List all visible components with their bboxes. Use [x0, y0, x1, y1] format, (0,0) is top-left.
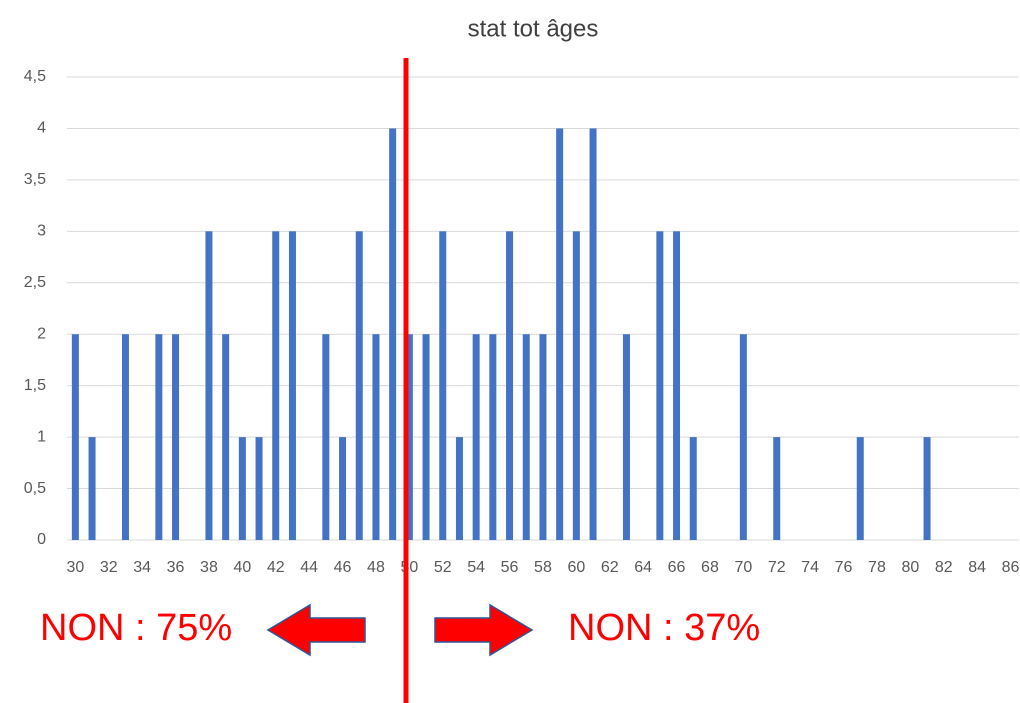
bar — [856, 437, 864, 540]
bar — [389, 128, 397, 540]
x-tick-label: 50 — [400, 559, 418, 576]
x-tick-label: 38 — [200, 559, 218, 576]
y-tick-label: 2 — [37, 325, 46, 342]
x-tick-label: 34 — [133, 559, 151, 576]
bar — [88, 437, 96, 540]
bar — [205, 231, 213, 541]
x-tick-label: 40 — [233, 559, 251, 576]
x-tick-label: 36 — [167, 559, 185, 576]
bar — [355, 231, 363, 541]
bar — [572, 231, 580, 541]
bar — [472, 334, 480, 540]
x-tick-label: 62 — [601, 559, 619, 576]
x-tick-label: 72 — [768, 559, 786, 576]
bar — [255, 437, 263, 540]
bar — [172, 334, 180, 540]
x-tick-label: 42 — [267, 559, 285, 576]
y-tick-label: 3,5 — [24, 171, 46, 188]
bar — [589, 128, 597, 540]
bar — [155, 334, 163, 540]
bar — [673, 231, 681, 541]
x-tick-label: 68 — [701, 559, 719, 576]
x-tick-label: 86 — [1002, 559, 1020, 576]
bar — [372, 334, 380, 540]
bar — [322, 334, 330, 540]
x-tick-label: 44 — [300, 559, 318, 576]
bar — [272, 231, 280, 541]
x-tick-label: 56 — [501, 559, 519, 576]
x-tick-label: 78 — [868, 559, 886, 576]
bar — [288, 231, 296, 541]
bar — [522, 334, 530, 540]
y-tick-label: 0,5 — [24, 480, 46, 497]
bar — [405, 334, 413, 540]
bar — [489, 334, 497, 540]
x-tick-label: 80 — [901, 559, 919, 576]
bar — [422, 334, 430, 540]
x-tick-label: 64 — [634, 559, 652, 576]
bar — [773, 437, 781, 540]
y-tick-label: 2,5 — [24, 274, 46, 291]
x-tick-label: 58 — [534, 559, 552, 576]
y-tick-label: 1,5 — [24, 377, 46, 394]
bar — [556, 128, 564, 540]
x-tick-label: 66 — [668, 559, 686, 576]
bar — [121, 334, 129, 540]
x-tick-label: 32 — [100, 559, 118, 576]
bar — [339, 437, 347, 540]
x-tick-label: 48 — [367, 559, 385, 576]
bar — [222, 334, 230, 540]
y-tick-label: 4 — [37, 120, 46, 137]
bar — [238, 437, 246, 540]
chart-title: stat tot âges — [468, 15, 599, 42]
right-arrow — [434, 603, 534, 657]
bar — [739, 334, 747, 540]
annotation: NON : 75% — [40, 607, 232, 649]
bar — [439, 231, 447, 541]
x-tick-label: 30 — [66, 559, 84, 576]
annotation: NON : 37% — [568, 607, 760, 649]
x-tick-label: 46 — [334, 559, 352, 576]
x-tick-label: 52 — [434, 559, 452, 576]
y-tick-label: 3 — [37, 223, 46, 240]
bar — [622, 334, 630, 540]
bar — [656, 231, 664, 541]
x-tick-label: 54 — [467, 559, 485, 576]
x-tick-label: 60 — [567, 559, 585, 576]
y-tick-label: 4,5 — [24, 68, 46, 85]
bar — [71, 334, 79, 540]
bar — [923, 437, 931, 540]
bar — [689, 437, 697, 540]
x-tick-label: 82 — [935, 559, 953, 576]
bar — [539, 334, 547, 540]
bar — [506, 231, 514, 541]
bar — [455, 437, 463, 540]
x-tick-label: 84 — [968, 559, 986, 576]
left-arrow — [266, 603, 366, 657]
y-tick-label: 0 — [37, 531, 46, 548]
x-tick-label: 70 — [734, 559, 752, 576]
y-tick-label: 1 — [37, 428, 46, 445]
x-tick-label: 74 — [801, 559, 819, 576]
x-tick-label: 76 — [835, 559, 853, 576]
